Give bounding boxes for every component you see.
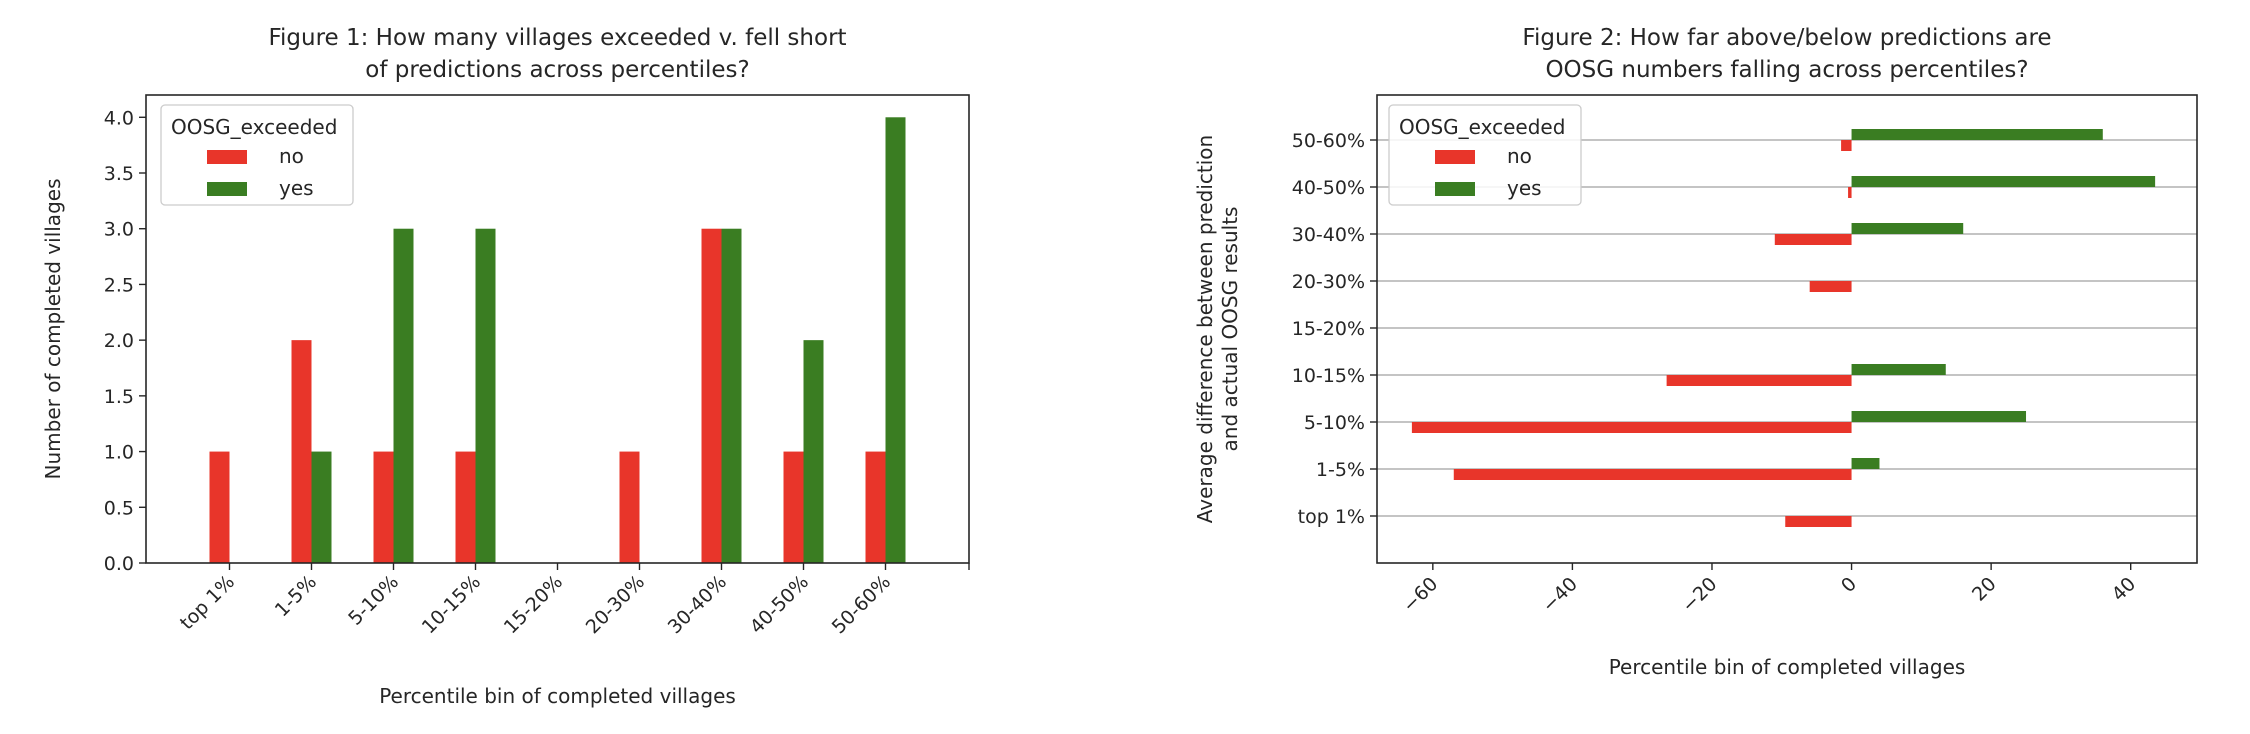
legend-label-no: no	[1507, 144, 1532, 168]
y-tick-label: top 1%	[1298, 506, 1365, 528]
x-tick-label: 1-5%	[271, 571, 321, 621]
bar-yes-1-5%	[311, 451, 332, 563]
legend-swatch-yes	[1435, 182, 1475, 196]
x-tick-label: 30-40%	[664, 571, 731, 638]
bar-no-30-40%	[701, 228, 722, 563]
y-tick-label: 1-5%	[1316, 459, 1365, 481]
y-tick-label: 5-10%	[1304, 412, 1365, 434]
bar-yes-10-15%	[1851, 364, 1946, 375]
x-tick-label: 20	[1968, 573, 2001, 606]
x-axis-label: Percentile bin of completed villages	[1609, 655, 1966, 679]
legend-label-no: no	[279, 144, 304, 168]
bar-no-1-5%	[291, 340, 312, 563]
x-tick-label: −60	[1398, 573, 1442, 617]
y-tick-label: 1.0	[104, 442, 134, 464]
bar-yes-50-60%	[885, 117, 906, 564]
bar-no-5-10%	[373, 451, 394, 563]
chart-title: OOSG numbers falling across percentiles?	[1545, 57, 2028, 83]
y-tick-label: 30-40%	[1292, 224, 1365, 246]
legend-title: OOSG_exceeded	[171, 115, 337, 139]
y-tick-label: 0.5	[104, 497, 134, 519]
bar-yes-10-15%	[475, 228, 496, 563]
bar-yes-40-50%	[803, 340, 824, 563]
x-tick-label: 5-10%	[344, 571, 403, 630]
y-tick-label: 2.5	[104, 274, 134, 296]
x-tick-label: 0	[1837, 573, 1861, 597]
legend-frame	[1388, 104, 1582, 206]
bar-yes-30-40%	[721, 228, 742, 563]
legend-label-yes: yes	[1507, 176, 1542, 200]
y-tick-label: 1.5	[104, 386, 134, 408]
legend-label-yes: yes	[279, 176, 314, 200]
bar-no-5-10%	[1411, 422, 1852, 433]
bar-no-50-60%	[865, 451, 886, 563]
y-tick-label: 3.5	[104, 163, 134, 185]
y-tick-label: 0.0	[104, 553, 134, 575]
x-tick-label: 20-30%	[582, 571, 649, 638]
bar-yes-5-10%	[393, 228, 414, 563]
bar-no-50-60%	[1841, 140, 1852, 151]
legend-swatch-no	[1435, 150, 1475, 164]
bar-yes-1-5%	[1851, 458, 1880, 469]
x-tick-label: −20	[1678, 573, 1722, 617]
bar-no-40-50%	[1848, 187, 1852, 198]
bar-no-20-30%	[619, 451, 640, 563]
x-axis-label: Percentile bin of completed villages	[379, 684, 736, 708]
bar-no-top 1%	[1785, 516, 1852, 527]
chart-title: Figure 2: How far above/below prediction…	[1522, 25, 2051, 51]
legend-title: OOSG_exceeded	[1399, 115, 1565, 139]
chart-figure-1: Figure 1: How many villages exceeded v. …	[41, 25, 970, 708]
bar-no-top 1%	[209, 451, 230, 563]
bar-no-30-40%	[1774, 234, 1852, 245]
legend-swatch-yes	[207, 182, 247, 196]
y-tick-label: 2.0	[104, 330, 134, 352]
y-axis-label: Average difference between prediction	[1193, 135, 1217, 523]
chart-figure-2: Figure 2: How far above/below prediction…	[1193, 25, 2198, 679]
chart-title: of predictions across percentiles?	[365, 57, 749, 83]
y-axis-label: and actual OOSG results	[1218, 207, 1242, 452]
legend-frame	[160, 104, 354, 206]
bar-no-10-15%	[455, 451, 476, 563]
bar-yes-40-50%	[1851, 176, 2156, 187]
x-tick-label: top 1%	[176, 571, 239, 634]
bar-yes-5-10%	[1851, 411, 2027, 422]
bar-no-10-15%	[1666, 375, 1852, 386]
bar-no-1-5%	[1453, 469, 1852, 480]
y-tick-label: 50-60%	[1292, 130, 1365, 152]
legend-swatch-no	[207, 150, 247, 164]
x-tick-label: −40	[1538, 573, 1582, 617]
plot-frame	[1376, 94, 2198, 564]
x-tick-label: 15-20%	[500, 571, 567, 638]
x-tick-label: 40	[2108, 573, 2141, 606]
y-axis-label: Number of completed villages	[41, 179, 65, 480]
x-tick-label: 40-50%	[746, 571, 813, 638]
y-tick-label: 4.0	[104, 107, 134, 129]
bar-no-40-50%	[783, 451, 804, 563]
bar-yes-50-60%	[1851, 129, 2103, 140]
bar-yes-30-40%	[1851, 223, 1964, 234]
x-tick-label: 10-15%	[418, 571, 485, 638]
y-tick-label: 3.0	[104, 219, 134, 241]
bar-no-20-30%	[1809, 281, 1852, 292]
y-tick-label: 40-50%	[1292, 177, 1365, 199]
x-tick-label: 50-60%	[828, 571, 895, 638]
chart-title: Figure 1: How many villages exceeded v. …	[268, 25, 846, 51]
y-tick-label: 15-20%	[1292, 318, 1365, 340]
y-tick-label: 10-15%	[1292, 365, 1365, 387]
y-tick-label: 20-30%	[1292, 271, 1365, 293]
